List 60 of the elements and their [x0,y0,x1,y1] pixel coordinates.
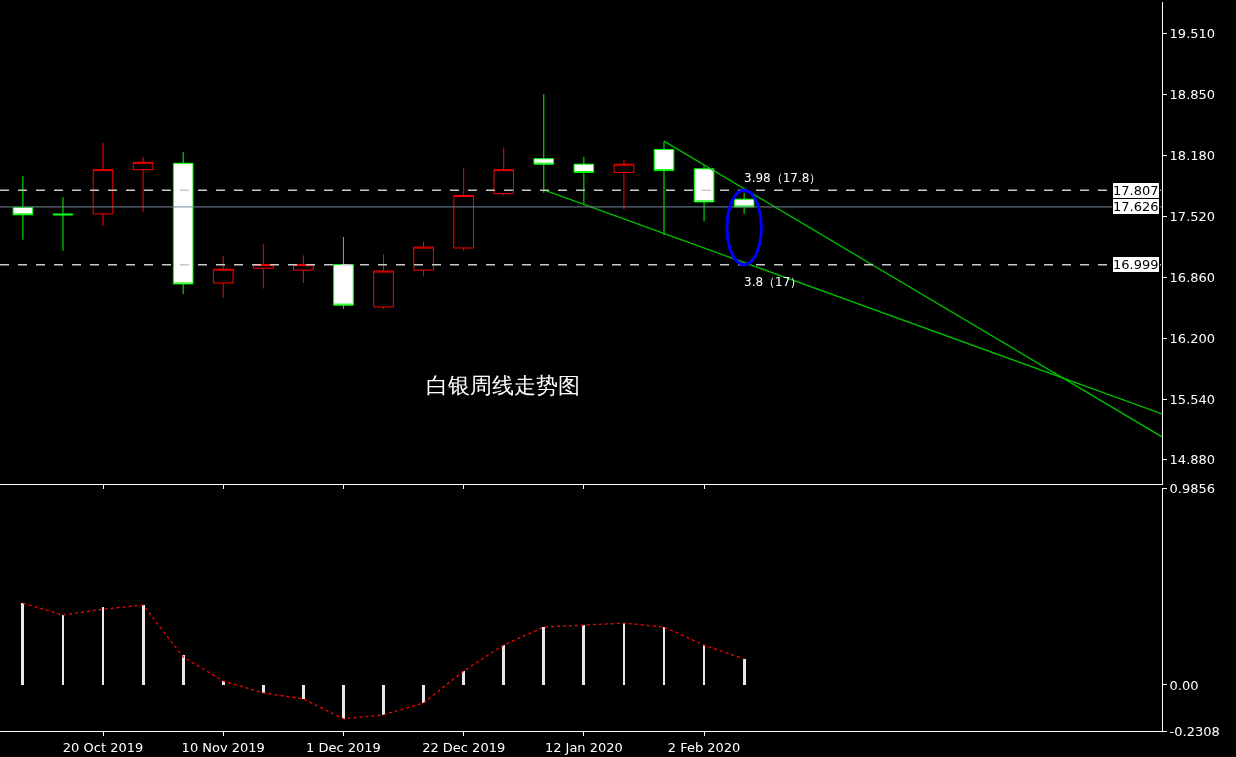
y-tick-label: -0.2308 [1169,723,1220,739]
candlestick [453,167,474,252]
candlestick [212,255,234,299]
bar [422,685,425,704]
x-tick-label: 20 Oct 2019 [62,739,144,755]
candlestick [373,253,394,310]
candlestick [533,93,555,194]
candlestick [172,151,194,295]
candlestick [92,142,114,227]
ref-line-label: 17.626 [1113,199,1159,214]
bar [462,671,465,686]
bar [62,615,64,686]
y-tick-label: 17.520 [1169,209,1216,225]
bar [302,685,305,700]
bar [743,659,746,686]
candlestick [413,241,434,278]
x-tick-label: 22 Dec 2019 [422,739,506,755]
candlestick [293,254,314,284]
y-tick-label: 16.200 [1169,330,1216,346]
candlestick [12,175,34,241]
bar [182,655,185,686]
x-tick-label: 2 Feb 2020 [667,739,741,755]
y-tick-label: 15.540 [1169,391,1216,407]
bar [21,603,24,686]
candlestick [493,147,515,196]
bar [342,685,345,720]
ref-line-label: 17.807 [1113,183,1159,198]
candlestick [613,159,635,210]
y-tick-label: 0.9856 [1169,480,1216,496]
candlestick [653,140,675,236]
candlestick [693,164,715,222]
x-tick-label: 10 Nov 2019 [181,739,265,755]
y-tick-label: 0.00 [1169,677,1199,693]
annotation: 3.8（17） [744,275,803,289]
bar [102,607,104,686]
candlestick [132,156,154,213]
y-tick-label: 18.850 [1169,86,1216,102]
x-tick-label: 1 Dec 2019 [306,739,381,755]
ref-line-label: 16.999 [1113,257,1159,272]
candlestick [252,243,274,290]
bar [382,685,385,716]
y-tick-label: 19.510 [1169,25,1216,41]
text: 白银周线走势图 [426,373,580,398]
y-tick-label: 16.860 [1169,270,1216,286]
y-tick-label: 18.180 [1169,148,1216,164]
bar [542,627,545,686]
bar [502,645,505,686]
candlestick [333,236,354,310]
bar [262,685,265,694]
x-tick-label: 12 Jan 2020 [544,739,623,755]
bar [703,645,705,686]
candlestick [573,156,595,205]
line-series [22,602,745,720]
bar [142,605,145,686]
bar [582,625,585,686]
bar [663,627,665,686]
bar [623,623,625,686]
annotation: 3.98（17.8） [744,171,822,185]
candlestick [52,196,74,252]
y-tick-label: 14.880 [1169,452,1216,468]
